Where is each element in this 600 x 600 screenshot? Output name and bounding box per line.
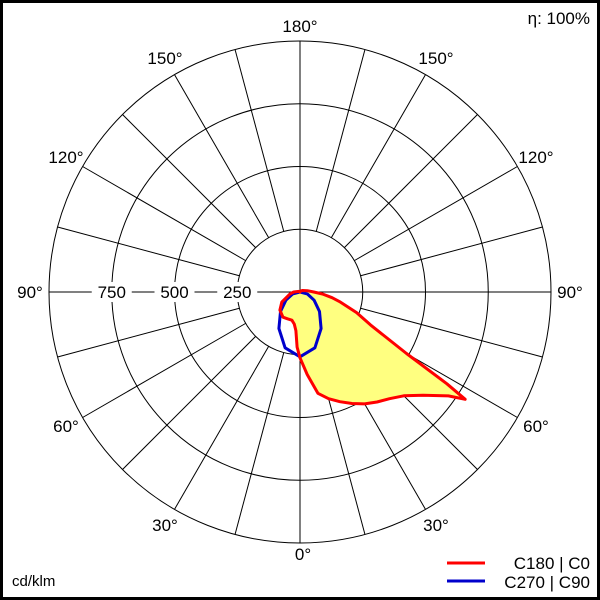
grid-spoke-345 [234,352,285,535]
angle-label-0: 0° [295,545,311,564]
efficiency-label: η: 100% [528,9,590,28]
angle-label-150-left: 150° [147,49,182,68]
radial-tick-label-750: 750 [98,283,126,302]
grid-spoke-285 [57,307,240,358]
grid-spoke-135 [344,114,478,248]
angle-label-60-left: 60° [53,417,79,436]
grid-spoke-330 [174,346,270,510]
angle-label-120-right: 120° [518,148,553,167]
c180-c0-curve [278,289,467,406]
grid-spoke-255 [57,226,240,277]
angle-label-180: 180° [282,17,317,36]
radial-tick-label-250: 250 [223,283,251,302]
angle-label-120-left: 120° [48,148,83,167]
grid-spoke-225 [122,114,256,248]
angle-label-30-left: 30° [152,516,178,535]
angle-label-90-right: 90° [557,283,583,302]
grid-spoke-300 [82,322,246,418]
unit-label: cd/klm [12,573,55,590]
grid-spoke-120 [354,166,518,262]
grid-spoke-195 [234,49,285,232]
radial-tick-label-500: 500 [160,283,188,302]
angle-label-30-right: 30° [423,516,449,535]
tick-label-bg-500 [154,282,195,302]
grid-spoke-240 [82,166,246,262]
legend-label-c180-c0: C180 | C0 [514,554,590,573]
angle-label-60-right: 60° [523,417,549,436]
grid-spoke-165 [315,49,366,232]
grid-spoke-210 [174,74,270,238]
grid-spoke-75 [360,307,543,358]
legend-label-c270-c90: C270 | C90 [504,573,590,592]
tick-label-bg-750 [91,282,132,302]
labels: 180° 150° 150° 120° 120° 90° 90° 60° 60°… [12,9,590,592]
curves [277,289,467,406]
grid-spoke-150 [330,74,426,238]
tick-label-bg-250 [217,282,258,302]
grid-spoke-105 [360,226,543,277]
angle-label-90-left: 90° [17,283,43,302]
grid-spoke-315 [122,336,256,470]
angle-label-150-right: 150° [418,49,453,68]
c180-c0-fill [279,290,466,404]
